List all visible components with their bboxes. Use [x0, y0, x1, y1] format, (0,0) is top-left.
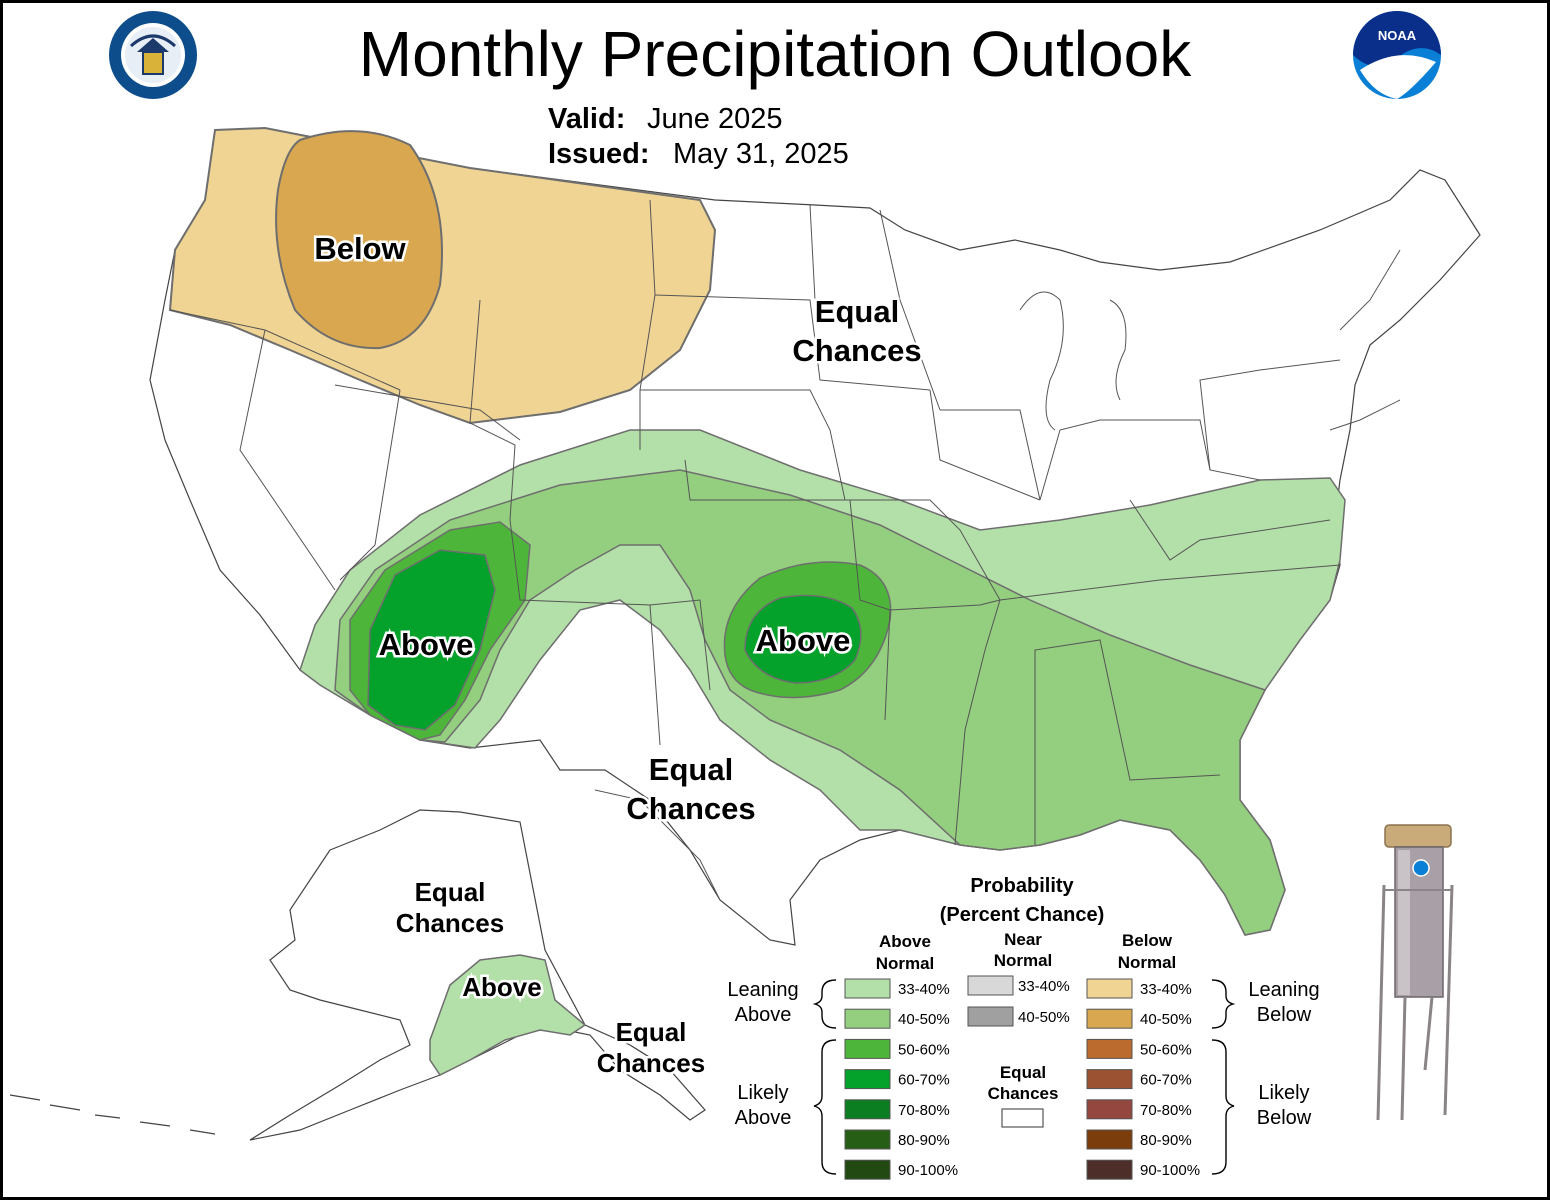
above-swatch-0: [844, 978, 891, 999]
label-equal-texas-2: Chances: [626, 791, 755, 826]
label-equal-north-2: Chances: [792, 333, 921, 368]
legend-leaning-below-1: Leaning: [1248, 979, 1319, 1001]
below-swatch-0: [1086, 978, 1133, 999]
above-label-3: 60-70%: [898, 1072, 950, 1089]
below-swatch-6: [1086, 1159, 1133, 1180]
legend-title-1: Probability: [970, 875, 1074, 897]
label-alaska-equal-se-2: Chances: [597, 1048, 705, 1078]
valid-value: June 2025: [647, 103, 782, 135]
legend-above-header-2: Normal: [876, 954, 935, 973]
label-above-southwest: Above: [379, 627, 474, 662]
above-label-0: 33-40%: [898, 981, 950, 998]
below-label-4: 70-80%: [1140, 1102, 1192, 1119]
legend-near-swatches: 33-40% 40-50%: [967, 975, 1070, 1027]
legend-leaning-above-1: Leaning: [727, 979, 798, 1001]
label-alaska-equal-2: Chances: [396, 908, 504, 938]
above-swatch-3: [844, 1069, 891, 1090]
department-of-commerce-seal-icon: [109, 11, 197, 99]
rain-gauge-icon: [1376, 824, 1454, 1121]
legend-leaning-above-2: Above: [735, 1004, 792, 1026]
noaa-logo-icon: NOAA: [1353, 11, 1441, 99]
below-normal-region-nw: [168, 126, 717, 425]
legend-above-header-1: Above: [879, 932, 931, 951]
below-swatch-2: [1086, 1038, 1133, 1059]
below-label-1: 40-50%: [1140, 1011, 1192, 1028]
valid-label: Valid:: [548, 103, 625, 135]
below-swatch-5: [1086, 1129, 1133, 1150]
legend-below-header-1: Below: [1122, 931, 1173, 950]
above-label-5: 80-90%: [898, 1132, 950, 1149]
above-label-4: 70-80%: [898, 1102, 950, 1119]
issued-value: May 31, 2025: [673, 138, 849, 170]
alaska-map: [9, 809, 706, 1141]
near-label-0: 33-40%: [1018, 978, 1070, 995]
legend-near-header-1: Near: [1004, 930, 1042, 949]
noaa-logo-text: NOAA: [1378, 28, 1417, 43]
label-equal-texas-1: Equal: [649, 752, 733, 787]
legend-near-header-2: Normal: [994, 951, 1053, 970]
above-swatch-1: [844, 1008, 891, 1029]
legend-equal-chances-1: Equal: [1000, 1063, 1046, 1082]
label-below-northwest: Below: [314, 231, 406, 266]
above-swatch-5: [844, 1129, 891, 1150]
label-alaska-equal-1: Equal: [415, 877, 486, 907]
below-label-3: 60-70%: [1140, 1072, 1192, 1089]
near-swatch-1: [967, 1006, 1014, 1027]
below-label-2: 50-60%: [1140, 1041, 1192, 1058]
legend-below-swatches: 33-40% 40-50% 50-60% 60-70% 70-80% 80-90% 90-1…: [1086, 978, 1200, 1180]
below-swatch-3: [1086, 1069, 1133, 1090]
near-label-1: 40-50%: [1018, 1009, 1070, 1026]
issued-label: Issued:: [548, 138, 650, 170]
legend-above-swatches: 33-40% 40-50% 50-60% 60-70% 70-80% 80-90% 90-1…: [844, 978, 958, 1180]
legend-likely-above-1: Likely: [737, 1082, 788, 1104]
legend-leaning-below-2: Below: [1257, 1004, 1312, 1026]
legend-likely-below-2: Below: [1257, 1107, 1312, 1129]
legend-below-header-2: Normal: [1118, 953, 1177, 972]
legend-equal-chances-2: Chances: [988, 1084, 1059, 1103]
legend-braces: [812, 979, 1236, 1175]
below-swatch-1: [1086, 1008, 1133, 1029]
legend-likely-below-1: Likely: [1258, 1082, 1309, 1104]
label-equal-north-1: Equal: [815, 294, 899, 329]
legend-equal-chances-swatch: [1001, 1108, 1044, 1128]
below-label-0: 33-40%: [1140, 981, 1192, 998]
above-label-1: 40-50%: [898, 1011, 950, 1028]
below-label-6: 90-100%: [1140, 1162, 1200, 1179]
below-label-5: 80-90%: [1140, 1132, 1192, 1149]
legend-likely-above-2: Above: [735, 1107, 792, 1129]
above-label-2: 50-60%: [898, 1041, 950, 1058]
page-title: Monthly Precipitation Outlook: [359, 18, 1192, 90]
label-alaska-equal-se-1: Equal: [616, 1017, 687, 1047]
above-swatch-4: [844, 1099, 891, 1120]
label-above-oklahoma: Above: [756, 623, 851, 658]
above-swatch-6: [844, 1159, 891, 1180]
legend: Probability (Percent Chance) Above Norma…: [727, 875, 1320, 1180]
state-boundaries: [169, 199, 1401, 901]
legend-title-2: (Percent Chance): [940, 904, 1105, 926]
above-label-6: 90-100%: [898, 1162, 958, 1179]
near-swatch-0: [967, 975, 1014, 996]
below-swatch-4: [1086, 1099, 1133, 1120]
above-swatch-2: [844, 1038, 891, 1059]
above-normal-region-south: [299, 429, 1346, 936]
label-alaska-above: Above: [462, 972, 541, 1002]
